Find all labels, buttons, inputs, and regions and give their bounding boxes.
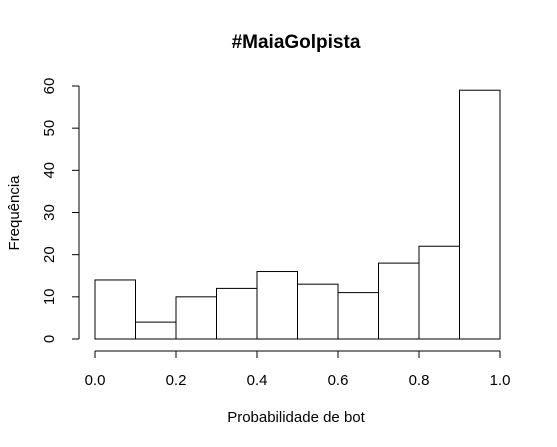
histogram-bar [216,287,258,340]
x-tick-label: 1.0 [490,372,511,389]
x-tick-label: 0.8 [409,372,430,389]
histogram-bar [459,89,501,340]
histogram-bar [94,279,136,340]
histogram-bar [175,296,217,340]
x-tick-label: 0.4 [247,372,268,389]
histogram-bar [337,292,379,340]
histogram-bar [418,245,460,340]
x-tick-label: 0.0 [85,372,106,389]
y-tick-label: 60 [41,78,58,95]
x-axis: 0.0 0.2 0.4 0.6 0.8 1.0 [85,350,511,389]
chart-title: #MaiaGolpista [232,32,361,53]
x-tick-label: 0.2 [166,372,187,389]
histogram-bar [135,321,177,340]
y-tick-label: 40 [41,162,58,179]
y-tick-label: 50 [41,120,58,137]
x-axis-label: Probabilidade de bot [227,409,365,426]
y-axis: 0 10 20 30 40 50 60 [41,78,80,343]
histogram-bar [378,262,420,340]
y-axis-label: Frequência [6,175,23,251]
y-tick-label: 0 [41,335,58,343]
histogram-bar [297,283,339,340]
histogram-bar [256,271,298,340]
y-tick-label: 30 [41,204,58,221]
y-tick-label: 10 [41,288,58,305]
y-tick-label: 20 [41,246,58,263]
x-tick-label: 0.6 [328,372,349,389]
bars-group [94,89,501,340]
